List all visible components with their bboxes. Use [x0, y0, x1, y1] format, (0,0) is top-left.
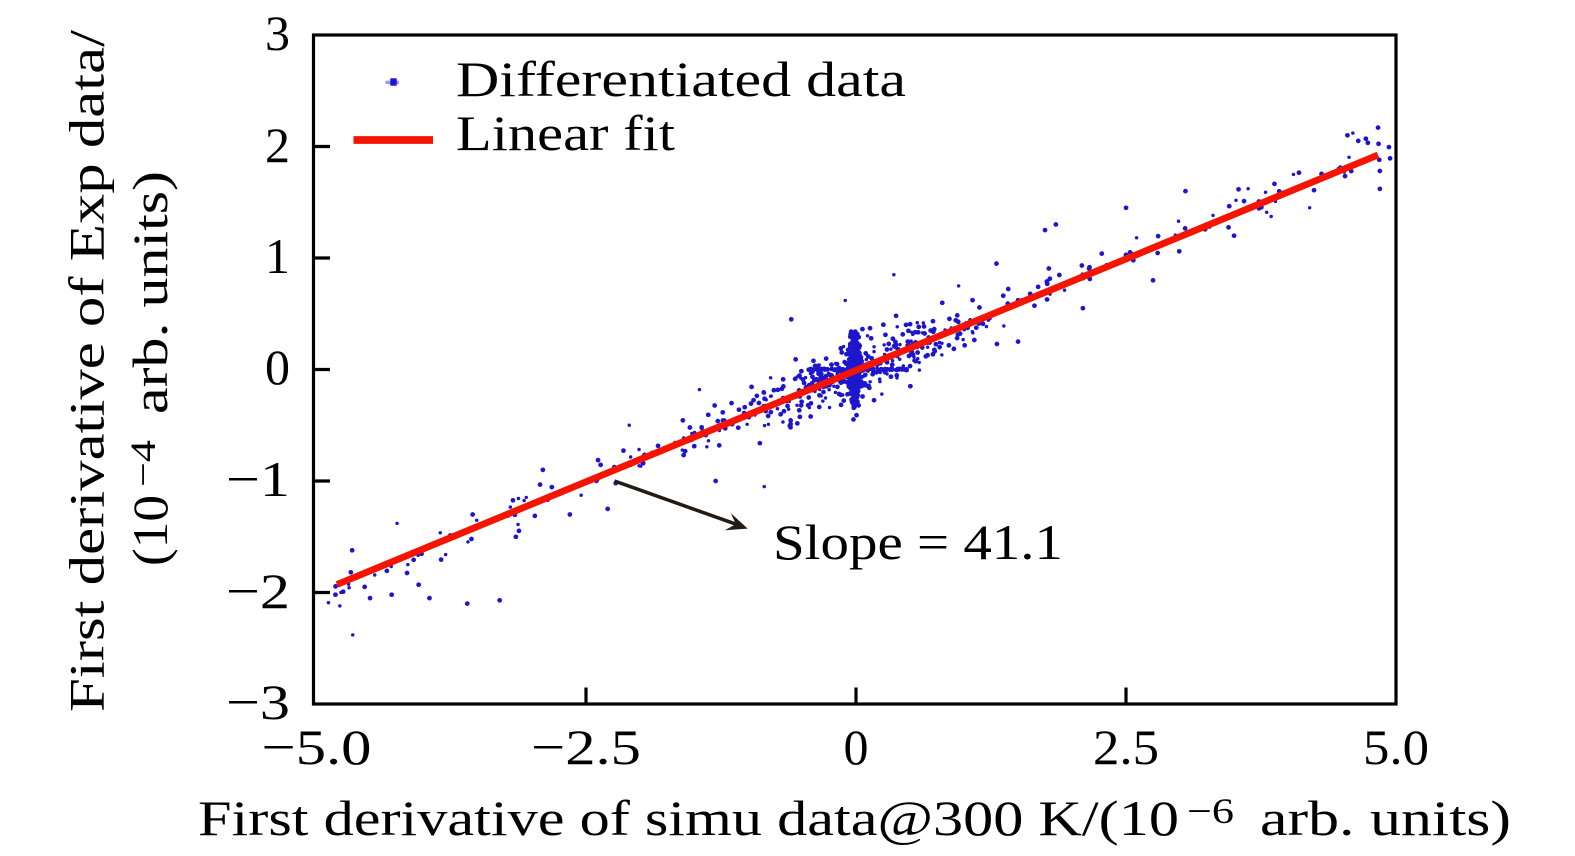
svg-text:(10: (10 [122, 495, 178, 566]
svg-text:arb. units): arb. units) [1260, 790, 1511, 846]
svg-text:−2.5: −2.5 [531, 719, 641, 775]
svg-text:−1: −1 [226, 451, 290, 507]
svg-text:Differentiated data: Differentiated data [456, 51, 906, 107]
svg-text:First derivative of Exp data/: First derivative of Exp data/ [59, 30, 115, 712]
svg-text:1: 1 [265, 228, 290, 284]
svg-text:Slope = 41.1: Slope = 41.1 [773, 514, 1063, 570]
svg-text:Linear fit: Linear fit [456, 105, 675, 161]
svg-text:−6: −6 [1187, 791, 1234, 831]
svg-text:0: 0 [844, 719, 869, 775]
svg-text:arb. units): arb. units) [122, 171, 178, 414]
svg-text:3: 3 [265, 5, 290, 61]
svg-text:−5.0: −5.0 [262, 719, 372, 775]
svg-text:−2: −2 [226, 563, 290, 619]
svg-text:5.0: 5.0 [1363, 719, 1429, 775]
svg-text:2: 2 [265, 117, 290, 173]
svg-text:−3: −3 [226, 674, 290, 730]
svg-text:0: 0 [265, 339, 290, 395]
svg-text:First derivative of simu data@: First derivative of simu data@300 K/(10 [198, 790, 1179, 846]
svg-text:2.5: 2.5 [1093, 719, 1159, 775]
svg-text:−4: −4 [123, 440, 163, 487]
